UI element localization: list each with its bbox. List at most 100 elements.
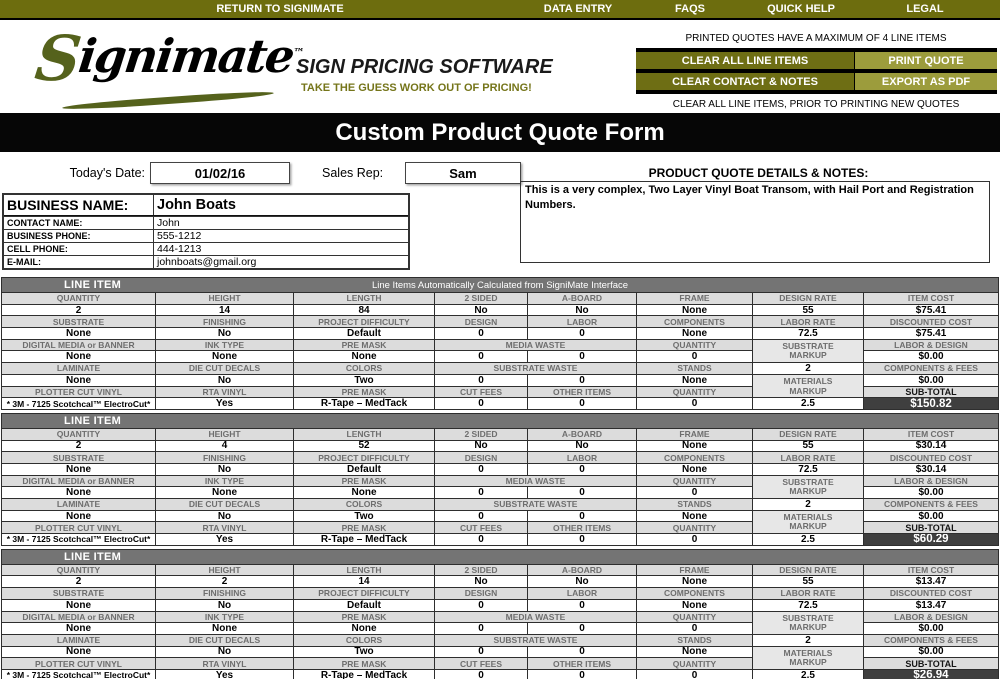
nav-data-entry[interactable]: DATA ENTRY — [543, 3, 613, 15]
item-cost-header: ITEM COST — [864, 428, 998, 440]
sub-total-value: $150.82 — [864, 398, 998, 409]
components-value: None — [637, 599, 752, 611]
media-waste-value-2: 0 — [528, 623, 636, 634]
business-name-field[interactable]: John Boats — [157, 197, 236, 213]
export-as-pdf-button[interactable]: EXPORT AS PDF — [855, 73, 997, 90]
finishing-header: FINISHING — [156, 452, 293, 463]
labor-rate-header: LABOR RATE — [753, 452, 863, 463]
line-item-bar-label: LINE ITEM — [64, 279, 122, 291]
other-items-value: 0 — [528, 534, 636, 545]
cut-fees-header: CUT FEES — [435, 386, 527, 398]
quantity-header: QUANTITY — [2, 293, 155, 304]
laminate-header: LAMINATE — [2, 634, 155, 646]
rta-vinyl-value: Yes — [156, 534, 293, 545]
page-title-banner: Custom Product Quote Form — [0, 113, 1000, 152]
design-header: DESIGN — [435, 452, 527, 463]
a-board-value: No — [528, 576, 636, 588]
pre-mask-header: PRE MASK — [294, 611, 434, 623]
length-header: LENGTH — [294, 293, 434, 304]
frame-header: FRAME — [637, 428, 752, 440]
nav-legal[interactable]: LEGAL — [906, 3, 944, 15]
labor-rate-header: LABOR RATE — [753, 588, 863, 599]
cut-fees-header: CUT FEES — [435, 522, 527, 534]
contact-name-field[interactable]: John — [157, 217, 180, 229]
line-items-section: Line Items Automatically Calculated from… — [0, 277, 1000, 679]
components-fees-header: COMPONENTS & FEES — [864, 499, 998, 510]
discounted-cost-header: DISCOUNTED COST — [864, 316, 998, 328]
clear-contact-notes-button[interactable]: CLEAR CONTACT & NOTES — [636, 73, 854, 90]
item-cost-header: ITEM COST — [864, 564, 998, 576]
substrate-waste-header: SUBSTRATE WASTE — [435, 634, 636, 646]
item-cost-value: $30.14 — [864, 440, 998, 452]
project-difficulty-header: PROJECT DIFFICULTY — [294, 588, 434, 599]
print-quote-button[interactable]: PRINT QUOTE — [855, 52, 997, 69]
substrate-waste-value-1: 0 — [435, 374, 527, 386]
stands-header: STANDS — [637, 363, 752, 374]
labor-rate-value: 72.5 — [753, 463, 863, 475]
clear-all-line-items-button[interactable]: CLEAR ALL LINE ITEMS — [636, 52, 854, 69]
ink-type-header: INK TYPE — [156, 475, 293, 487]
nav-return-to-signimate[interactable]: RETURN TO SIGNIMATE — [216, 3, 344, 15]
vinyl-quantity-header: QUANTITY — [637, 386, 752, 398]
rta-vinyl-header: RTA VINYL — [156, 386, 293, 398]
notes-field[interactable]: This is a very complex, Two Layer Vinyl … — [520, 181, 990, 263]
die-cut-decals-header: DIE CUT DECALS — [156, 363, 293, 374]
vinyl-quantity-header: QUANTITY — [637, 522, 752, 534]
components-fees-value: $0.00 — [864, 646, 998, 658]
finishing-value: No — [156, 463, 293, 475]
laminate-value: None — [2, 646, 155, 658]
design-rate-header: DESIGN RATE — [753, 293, 863, 304]
a-board-header: A-BOARD — [528, 564, 636, 576]
email-field[interactable]: johnboats@gmail.org — [157, 256, 257, 268]
labor-value: 0 — [528, 463, 636, 475]
pre-mask-2-header: PRE MASK — [294, 658, 434, 669]
finishing-value: No — [156, 599, 293, 611]
media-quantity-value: 0 — [637, 351, 752, 363]
contact-name-label: CONTACT NAME: — [4, 217, 154, 229]
stands-header: STANDS — [637, 499, 752, 510]
other-items-value: 0 — [528, 669, 636, 679]
signimate-logo: Signimate™ — [31, 22, 305, 95]
height-value: 2 — [156, 576, 293, 588]
pre-mask-value: None — [294, 351, 434, 363]
rta-vinyl-header: RTA VINYL — [156, 522, 293, 534]
item-cost-value: $75.41 — [864, 304, 998, 316]
two-sided-value: No — [435, 304, 527, 316]
vinyl-quantity-header: QUANTITY — [637, 658, 752, 669]
discounted-cost-value: $75.41 — [864, 328, 998, 339]
header-button-group: CLEAR ALL LINE ITEMS PRINT QUOTE CLEAR C… — [636, 48, 997, 94]
date-field[interactable]: 01/02/16 — [150, 162, 290, 184]
labor-design-value: $0.00 — [864, 351, 998, 363]
plotter-cut-vinyl-value: * 3M - 7125 Scotchcal™ ElectroCut* — [2, 669, 155, 679]
media-quantity-value: 0 — [637, 487, 752, 498]
materials-markup-header: MATERIALS MARKUP — [753, 646, 863, 669]
quantity-header: QUANTITY — [2, 564, 155, 576]
length-value: 84 — [294, 304, 434, 316]
die-cut-decals-value: No — [156, 374, 293, 386]
cut-fees-value: 0 — [435, 669, 527, 679]
stands-header: STANDS — [637, 634, 752, 646]
substrate-header: SUBSTRATE — [2, 316, 155, 328]
business-phone-field[interactable]: 555-1212 — [157, 230, 202, 242]
vinyl-quantity-value: 0 — [637, 398, 752, 409]
cell-phone-label: CELL PHONE: — [4, 243, 154, 255]
nav-faqs[interactable]: FAQS — [675, 3, 705, 15]
project-difficulty-value: Default — [294, 463, 434, 475]
nav-quick-help[interactable]: QUICK HELP — [767, 3, 835, 15]
labor-value: 0 — [528, 328, 636, 339]
media-waste-header: MEDIA WASTE — [435, 475, 636, 487]
a-board-header: A-BOARD — [528, 428, 636, 440]
line-item-bar: Line Items Automatically Calculated from… — [2, 278, 998, 292]
design-value: 0 — [435, 463, 527, 475]
laminate-header: LAMINATE — [2, 363, 155, 374]
labor-design-value: $0.00 — [864, 623, 998, 634]
sales-rep-field[interactable]: Sam — [405, 162, 521, 184]
two-sided-value: No — [435, 576, 527, 588]
labor-design-header: LABOR & DESIGN — [864, 475, 998, 487]
contact-name-row: CONTACT NAME: John — [4, 216, 408, 229]
pre-mask-2-value: R-Tape – MedTack — [294, 398, 434, 409]
components-fees-header: COMPONENTS & FEES — [864, 363, 998, 374]
rta-vinyl-value: Yes — [156, 669, 293, 679]
item-cost-header: ITEM COST — [864, 293, 998, 304]
cell-phone-field[interactable]: 444-1213 — [157, 243, 202, 255]
